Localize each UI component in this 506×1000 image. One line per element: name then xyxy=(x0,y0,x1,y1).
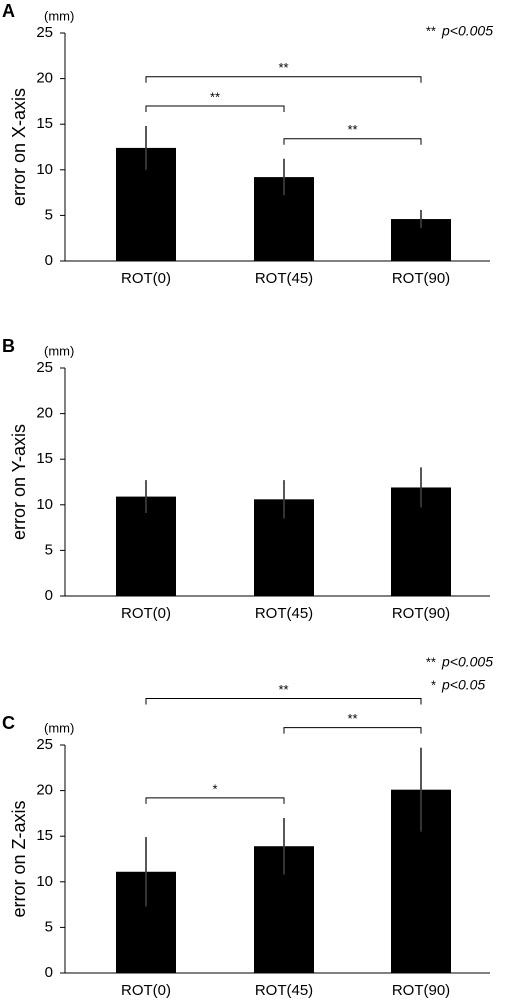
note-text: p<0.005 xyxy=(441,654,493,670)
y-tick-label: 20 xyxy=(36,70,53,87)
note-mark: * xyxy=(431,677,436,692)
panel-letter: A xyxy=(2,1,15,21)
y-tick-label: 10 xyxy=(36,873,53,890)
chart-panel: B (mm) error on Y-axis 0 5 10 15 20 25 ROT(0) ROT(… xyxy=(2,336,490,622)
y-tick-label: 5 xyxy=(45,206,53,223)
y-tick-label: 10 xyxy=(36,496,53,513)
x-tick-label: ROT(0) xyxy=(121,982,171,999)
y-tick-label: 0 xyxy=(45,964,53,981)
x-tick-label: ROT(90) xyxy=(392,270,450,287)
unit-label: (mm) xyxy=(44,343,74,358)
y-tick-label: 5 xyxy=(45,918,53,935)
significance-label: ** xyxy=(210,89,220,104)
unit-label: (mm) xyxy=(44,8,74,23)
chart-panel: C (mm) error on Z-axis 0 5 10 15 20 25 ROT(0) ROT(… xyxy=(2,654,493,999)
note-mark: ** xyxy=(426,654,436,669)
significance-bracket xyxy=(145,697,422,705)
x-tick-label: ROT(45) xyxy=(255,605,313,622)
y-tick-label: 0 xyxy=(45,587,53,604)
y-axis-label: error on Z-axis xyxy=(9,800,29,917)
y-tick-label: 25 xyxy=(36,359,53,376)
y-tick-label: 0 xyxy=(45,252,53,269)
significance-label: ** xyxy=(347,711,357,726)
significance-label: * xyxy=(212,781,217,796)
y-axis-label: error on Y-axis xyxy=(9,424,29,540)
significance-label: ** xyxy=(347,122,357,137)
x-tick-label: ROT(45) xyxy=(255,982,313,999)
x-tick-label: ROT(0) xyxy=(121,605,171,622)
note-text: p<0.005 xyxy=(441,23,493,39)
significance-bracket xyxy=(145,105,285,112)
note-mark: ** xyxy=(426,23,436,38)
significance-bracket xyxy=(145,797,285,804)
bar xyxy=(116,496,176,596)
significance-label: ** xyxy=(278,60,288,75)
note-text: p<0.05 xyxy=(441,677,485,693)
x-tick-label: ROT(0) xyxy=(121,270,171,287)
y-tick-label: 25 xyxy=(36,736,53,753)
y-tick-label: 25 xyxy=(36,24,53,41)
y-tick-label: 15 xyxy=(36,450,53,467)
significance-bracket xyxy=(283,138,422,145)
significance-bracket xyxy=(283,727,422,734)
unit-label: (mm) xyxy=(44,720,74,735)
significance-bracket xyxy=(145,76,422,83)
y-tick-label: 15 xyxy=(36,115,53,132)
panel-letter: C xyxy=(2,713,15,733)
chart-panel: A (mm) error on X-axis 0 5 10 15 20 25 ROT(0) ROT(… xyxy=(2,1,493,287)
y-axis-label: error on X-axis xyxy=(9,88,29,206)
x-tick-label: ROT(90) xyxy=(392,982,450,999)
x-tick-label: ROT(45) xyxy=(255,270,313,287)
significance-label: ** xyxy=(278,682,288,697)
x-tick-label: ROT(90) xyxy=(392,605,450,622)
panel-letter: B xyxy=(2,336,15,356)
y-tick-label: 5 xyxy=(45,541,53,558)
y-tick-label: 10 xyxy=(36,161,53,178)
y-tick-label: 20 xyxy=(36,405,53,422)
y-tick-label: 20 xyxy=(36,782,53,799)
y-tick-label: 15 xyxy=(36,827,53,844)
